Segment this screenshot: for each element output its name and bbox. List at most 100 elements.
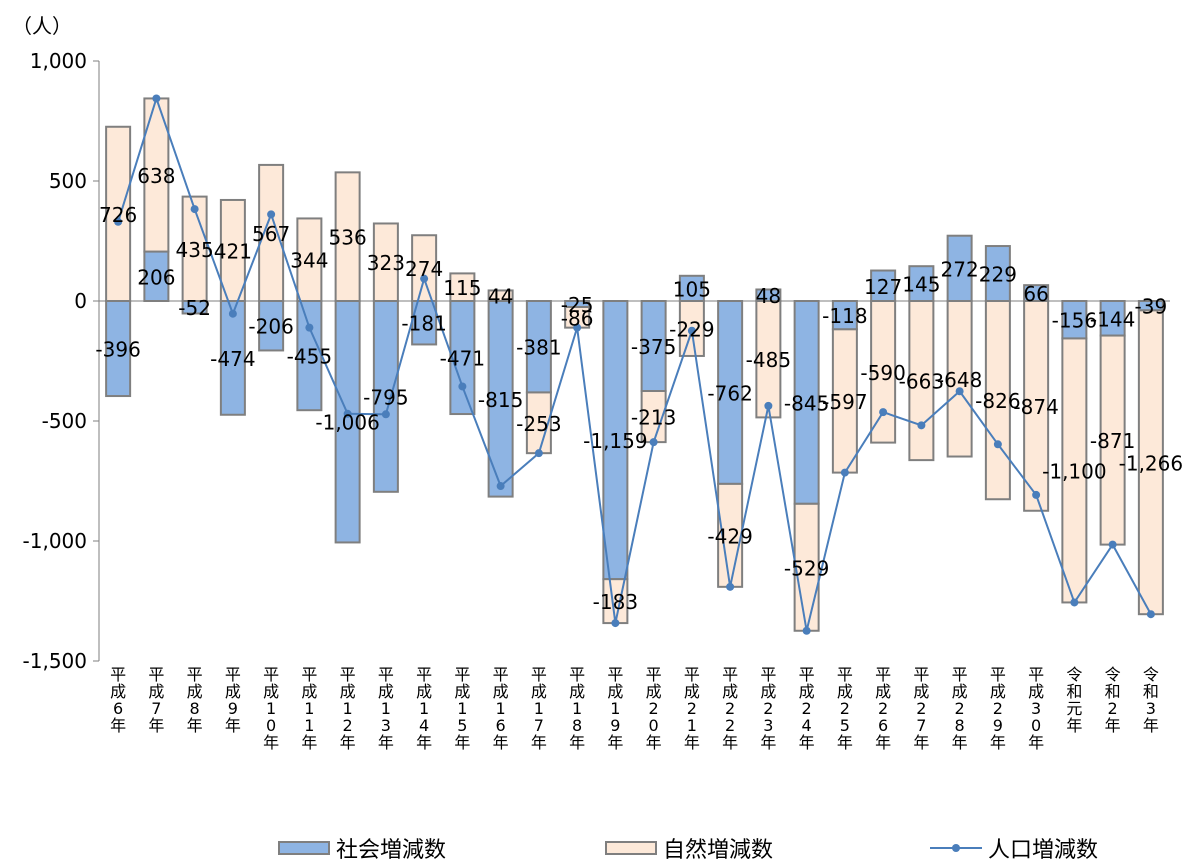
data-label-natural: 638	[137, 164, 175, 188]
x-tick-label-char: 2	[763, 699, 773, 718]
bar-natural	[105, 125, 132, 303]
data-label-social: -471	[440, 347, 485, 371]
point-population	[687, 326, 696, 335]
x-tick-label-char: 平	[913, 665, 929, 684]
bar-social	[984, 245, 1011, 302]
point-population	[802, 626, 811, 635]
data-label-social: -381	[516, 336, 561, 360]
x-tick-label-char: 平	[454, 665, 470, 684]
legend-swatch-natural	[605, 841, 657, 855]
x-tick-label-char: 平	[301, 665, 317, 684]
x-tick-label-char: 3	[381, 716, 391, 735]
x-tick-label-char: 年	[684, 733, 700, 752]
point-population	[764, 401, 773, 410]
point-population	[1070, 598, 1079, 607]
x-tick-label-char: 平	[148, 665, 164, 684]
data-label-natural: -253	[516, 412, 561, 436]
bar-natural	[640, 390, 667, 444]
x-tick-label-char: 成	[454, 682, 470, 701]
x-tick-label-char: 平	[684, 665, 700, 684]
data-label-natural: -1,100	[1042, 459, 1106, 483]
x-tick-label-char: 成	[913, 682, 929, 701]
x-tick-label-char: 和	[1066, 682, 1082, 701]
y-axis-unit-label: （人）	[12, 14, 72, 38]
legend-item-social: 社会増減数	[278, 832, 446, 864]
legend-label-natural: 自然増減数	[663, 838, 774, 863]
line-population	[117, 95, 1152, 631]
x-tick-label-char: 平	[990, 665, 1006, 684]
x-tick-label-char: 成	[378, 682, 394, 701]
x-tick-label-char: 1	[687, 716, 697, 735]
point-population	[458, 382, 467, 391]
x-tick-label-char: 年	[187, 716, 203, 735]
data-label-social: -762	[707, 381, 752, 405]
x-tick-label-char: 0	[1031, 716, 1041, 735]
data-label-natural: 567	[252, 222, 290, 246]
x-tick-label-char: 平	[875, 665, 891, 684]
point-population	[955, 387, 964, 396]
data-label-social: -474	[210, 347, 255, 371]
bar-natural	[372, 222, 399, 302]
x-tick-label-char: 和	[1143, 682, 1159, 701]
x-tick-label-char: 年	[378, 733, 394, 752]
data-label-natural: -485	[746, 348, 791, 372]
x-tick-label-char: 令	[1066, 665, 1082, 684]
x-tick-label-char: 年	[454, 733, 470, 752]
data-label-natural: 726	[99, 203, 137, 227]
point-population	[228, 309, 237, 318]
bar-social	[258, 300, 285, 352]
data-label-natural: -1,266	[1119, 451, 1183, 475]
x-tick-label-char: 1	[304, 716, 314, 735]
x-tick-label-char: 元	[1066, 699, 1082, 718]
x-tick-label-char: 1	[266, 699, 276, 718]
x-tick-label-char: 成	[607, 682, 623, 701]
data-label-natural: -183	[593, 590, 638, 614]
point-population	[993, 440, 1002, 449]
data-label-natural: -429	[707, 524, 752, 548]
x-tick-label-char: 9	[610, 716, 620, 735]
point-population	[917, 421, 926, 430]
x-tick-label-char: 年	[837, 733, 853, 752]
bar-social	[296, 300, 323, 412]
x-tick-label-char: 6	[878, 716, 888, 735]
data-label-natural: 44	[488, 285, 513, 309]
x-tick-label-char: 年	[607, 733, 623, 752]
x-tick-label-char: 年	[799, 733, 815, 752]
x-tick-label-char: 成	[799, 682, 815, 701]
x-tick-label-char: 2	[649, 699, 659, 718]
point-population	[534, 449, 543, 458]
data-label-natural: -597	[822, 390, 867, 414]
legend-label-population: 人口増減数	[988, 838, 1099, 863]
x-tick-label-char: 4	[802, 716, 812, 735]
x-tick-label-char: 1	[610, 699, 620, 718]
data-label-natural: 421	[214, 239, 252, 263]
x-tick-label-char: 1	[304, 699, 314, 718]
x-tick-label-char: 成	[148, 682, 164, 701]
x-tick-label-char: 年	[148, 716, 164, 735]
x-tick-label-char: 年	[340, 733, 356, 752]
y-tick-label: 1,000	[30, 49, 87, 73]
x-tick-label-char: 7	[916, 716, 926, 735]
x-tick-label-char: 年	[1066, 716, 1082, 735]
point-population	[726, 582, 735, 591]
legend-item-population: 人口増減数	[930, 832, 1098, 864]
bar-natural	[1099, 334, 1126, 546]
x-tick-label-char: 1	[343, 699, 353, 718]
x-tick-label-char: 平	[760, 665, 776, 684]
x-tick-label-char: 2	[916, 699, 926, 718]
point-population	[611, 619, 620, 628]
x-tick-label-char: 成	[301, 682, 317, 701]
data-label-natural: 115	[443, 276, 481, 300]
x-tick-label-char: 年	[1143, 716, 1159, 735]
x-tick-label-char: 成	[875, 682, 891, 701]
bar-natural	[1137, 309, 1164, 616]
x-tick-label-char: 2	[343, 716, 353, 735]
data-label-social: -845	[784, 391, 829, 415]
x-tick-label-char: 平	[799, 665, 815, 684]
x-tick-label-char: 2	[802, 699, 812, 718]
x-tick-label-char: 年	[722, 733, 738, 752]
x-tick-label-char: 2	[725, 699, 735, 718]
x-tick-label-char: 7	[534, 716, 544, 735]
point-population	[267, 210, 276, 219]
data-label-social: 48	[756, 284, 781, 308]
